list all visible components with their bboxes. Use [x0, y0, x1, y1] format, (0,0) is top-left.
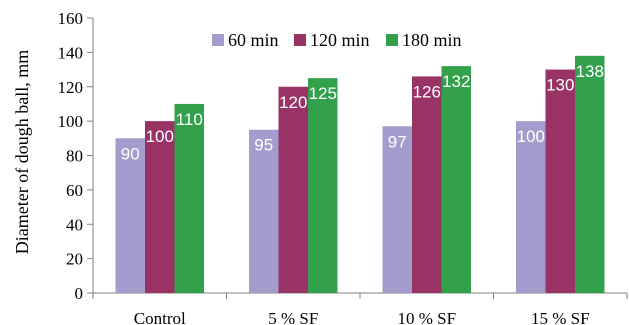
legend-swatch — [386, 34, 398, 46]
legend-entry: 180 min — [402, 30, 462, 50]
data-label: 95 — [254, 136, 273, 155]
bar — [278, 86, 308, 293]
bar — [412, 76, 442, 293]
data-label: 132 — [442, 72, 470, 91]
x-tick-label: 15 % SF — [531, 309, 590, 325]
bar — [382, 126, 412, 293]
bar — [441, 66, 471, 293]
data-label: 90 — [121, 144, 140, 163]
y-tick-label: 160 — [58, 9, 84, 28]
x-tick-label: Control — [134, 309, 186, 325]
y-tick-label: 80 — [66, 147, 83, 166]
y-tick-label: 100 — [58, 112, 84, 131]
bar — [174, 103, 204, 293]
x-tick-label: 5 % SF — [268, 309, 318, 325]
legend-swatch — [294, 34, 306, 46]
data-label: 100 — [517, 127, 545, 146]
bar — [308, 78, 338, 293]
data-label: 110 — [176, 110, 203, 129]
data-label: 138 — [576, 62, 604, 81]
legend-swatch — [212, 34, 224, 46]
y-tick-label: 20 — [66, 250, 83, 269]
y-tick-label: 40 — [66, 215, 83, 234]
bar — [249, 129, 279, 293]
bar — [516, 121, 546, 293]
y-tick-label: 60 — [66, 181, 83, 200]
data-label: 100 — [146, 127, 174, 146]
legend-entry: 120 min — [310, 30, 370, 50]
data-label: 126 — [413, 82, 441, 101]
y-tick-label: 140 — [58, 43, 84, 62]
data-label: 130 — [546, 76, 574, 95]
bar — [115, 138, 145, 293]
legend: 60 min 120 min 180 min — [212, 30, 462, 50]
y-tick-label: 120 — [58, 78, 84, 97]
axes: 0 20 40 60 80 100 120 140 160 Control 5 % SF 10 % S… — [58, 9, 628, 325]
y-axis-label: Diameter of dough ball, mm — [12, 50, 32, 254]
bar — [145, 121, 175, 293]
data-label: 125 — [309, 84, 337, 103]
bar — [575, 55, 605, 293]
data-label: 97 — [388, 132, 407, 151]
legend-entry: 60 min — [228, 30, 279, 50]
data-label: 120 — [279, 93, 307, 112]
bar — [545, 69, 575, 293]
y-tick-label: 0 — [75, 284, 84, 303]
x-tick-label: 10 % SF — [397, 309, 456, 325]
